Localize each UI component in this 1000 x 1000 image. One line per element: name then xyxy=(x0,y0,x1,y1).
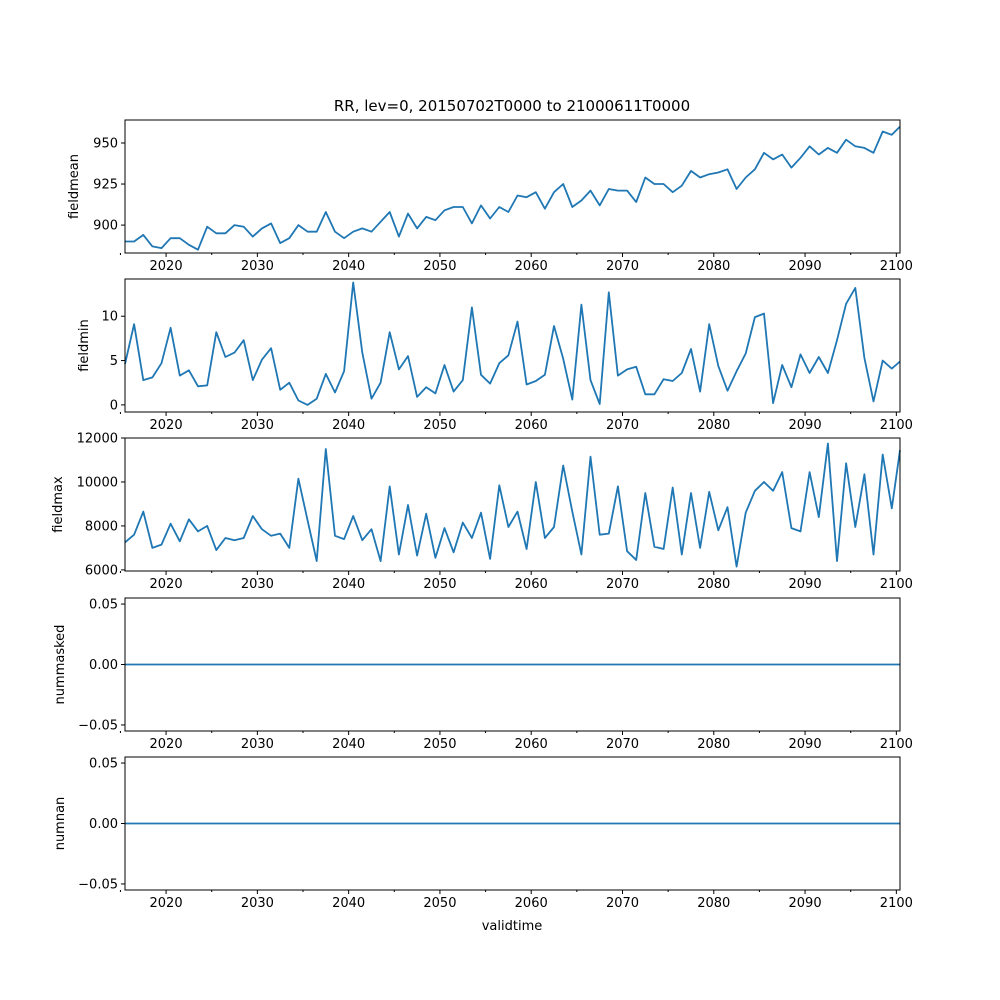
fieldmax-axes-frame xyxy=(124,437,901,572)
chart-title: RR, lev=0, 20150702T0000 to 21000611T000… xyxy=(334,97,690,115)
numnan-y-tick-label-1: 0.00 xyxy=(89,817,118,832)
nummasked-x-tick-label-2060: 2060 xyxy=(515,737,548,752)
numnan-x-tick-label-2040: 2040 xyxy=(332,896,365,911)
nummasked-x-tick-label-2080: 2080 xyxy=(697,737,730,752)
fieldmax-x-tick-label-2050: 2050 xyxy=(423,577,456,592)
fieldmax-y-tick-label-1: 8000 xyxy=(85,519,118,534)
fieldmean-y-axis-label: fieldmean xyxy=(67,154,82,219)
nummasked-x-tick-label-2020: 2020 xyxy=(150,737,183,752)
fieldmean-axes-frame xyxy=(124,119,901,254)
fieldmax-x-tick-label-2020: 2020 xyxy=(150,577,183,592)
fieldmean-x-tick-label-2100: 2100 xyxy=(880,259,913,274)
numnan-x-tick-label-2090: 2090 xyxy=(789,896,822,911)
numnan-x-tick-label-2100: 2100 xyxy=(880,896,913,911)
x-axis-label: validtime xyxy=(482,919,543,934)
fieldmax-x-tick-label-2080: 2080 xyxy=(697,577,730,592)
nummasked-x-tick-label-2040: 2040 xyxy=(332,737,365,752)
fieldmean-x-tick-label-2050: 2050 xyxy=(423,259,456,274)
nummasked-y-tick-label-1: 0.00 xyxy=(89,658,118,673)
fieldmax-y-tick-label-2: 10000 xyxy=(77,475,118,490)
fieldmin-x-tick-label-2050: 2050 xyxy=(423,418,456,433)
nummasked-x-tick-label-2050: 2050 xyxy=(423,737,456,752)
fieldmin-x-tick-label-2020: 2020 xyxy=(150,418,183,433)
panel-numnan: 2020 2030 2040 2050 2060 2070 2080 2090 2100 −0.0… xyxy=(53,756,913,911)
nummasked-y-tick-label-0: −0.05 xyxy=(78,718,118,733)
fieldmin-y-tick-label-0: 0 xyxy=(110,398,118,413)
numnan-x-tick-label-2070: 2070 xyxy=(606,896,639,911)
fieldmin-axes-frame xyxy=(124,278,901,413)
fieldmean-x-tick-label-2020: 2020 xyxy=(150,259,183,274)
nummasked-y-axis-label: nummasked xyxy=(53,625,68,705)
numnan-x-tick-label-2060: 2060 xyxy=(515,896,548,911)
panel-fieldmin: 2020 2030 2040 2050 2060 2070 2080 2090 2100 0 5 10… xyxy=(77,278,913,433)
fieldmax-x-tick-label-2090: 2090 xyxy=(789,577,822,592)
numnan-y-axis-label: numnan xyxy=(53,797,68,851)
numnan-x-tick-label-2050: 2050 xyxy=(423,896,456,911)
panel-fieldmax: 2020 2030 2040 2050 2060 2070 2080 2090 2100 6000… xyxy=(51,432,913,593)
fieldmean-line xyxy=(125,125,901,251)
fieldmin-x-tick-label-2100: 2100 xyxy=(880,418,913,433)
numnan-x-tick-label-2080: 2080 xyxy=(697,896,730,911)
nummasked-x-tick-label-2030: 2030 xyxy=(241,737,274,752)
numnan-y-tick-label-2: 0.05 xyxy=(89,757,118,772)
fieldmax-x-tick-label-2040: 2040 xyxy=(332,577,365,592)
fieldmax-line xyxy=(124,442,901,568)
fieldmax-y-axis-label: fieldmax xyxy=(51,476,66,533)
panel-fieldmean: 2020 2030 2040 2050 2060 2070 2080 2090 2100 900 9… xyxy=(67,119,913,274)
fieldmin-x-tick-label-2060: 2060 xyxy=(515,418,548,433)
fieldmin-x-tick-label-2070: 2070 xyxy=(606,418,639,433)
panels: 2020 2030 2040 2050 2060 2070 2080 2090 2100 900 9… xyxy=(51,119,913,911)
fieldmean-x-tick-label-2030: 2030 xyxy=(241,259,274,274)
fieldmean-y-tick-label-2: 950 xyxy=(93,136,118,151)
fieldmin-y-axis-label: fieldmin xyxy=(77,319,92,372)
fieldmean-x-tick-label-2040: 2040 xyxy=(332,259,365,274)
fieldmax-x-tick-label-2060: 2060 xyxy=(515,577,548,592)
numnan-y-tick-label-0: −0.05 xyxy=(78,877,118,892)
fieldmean-x-tick-label-2070: 2070 xyxy=(606,259,639,274)
fieldmax-x-tick-label-2030: 2030 xyxy=(241,577,274,592)
panel-nummasked: 2020 2030 2040 2050 2060 2070 2080 2090 2100 −0.0… xyxy=(53,597,913,752)
fieldmin-x-tick-label-2030: 2030 xyxy=(241,418,274,433)
fieldmean-y-tick-label-1: 925 xyxy=(93,178,118,193)
fieldmin-y-tick-label-2: 10 xyxy=(101,310,118,325)
fieldmin-line xyxy=(124,281,901,406)
fieldmean-x-tick-label-2080: 2080 xyxy=(697,259,730,274)
fieldmin-x-tick-label-2040: 2040 xyxy=(332,418,365,433)
fieldmax-y-tick-label-3: 12000 xyxy=(77,432,118,447)
fieldmin-x-tick-label-2090: 2090 xyxy=(789,418,822,433)
fieldmax-x-tick-label-2100: 2100 xyxy=(880,577,913,592)
fieldmax-y-tick-label-0: 6000 xyxy=(85,563,118,578)
numnan-x-tick-label-2030: 2030 xyxy=(241,896,274,911)
nummasked-y-tick-label-2: 0.05 xyxy=(89,598,118,613)
fieldmax-x-tick-label-2070: 2070 xyxy=(606,577,639,592)
fieldmean-x-tick-label-2090: 2090 xyxy=(789,259,822,274)
nummasked-x-tick-label-2100: 2100 xyxy=(880,737,913,752)
fieldmean-y-tick-label-0: 900 xyxy=(93,219,118,234)
fieldmin-x-tick-label-2080: 2080 xyxy=(697,418,730,433)
nummasked-x-tick-label-2070: 2070 xyxy=(606,737,639,752)
fieldmean-x-tick-label-2060: 2060 xyxy=(515,259,548,274)
fieldmin-y-tick-label-1: 5 xyxy=(110,354,118,369)
numnan-x-tick-label-2020: 2020 xyxy=(150,896,183,911)
nummasked-x-tick-label-2090: 2090 xyxy=(789,737,822,752)
